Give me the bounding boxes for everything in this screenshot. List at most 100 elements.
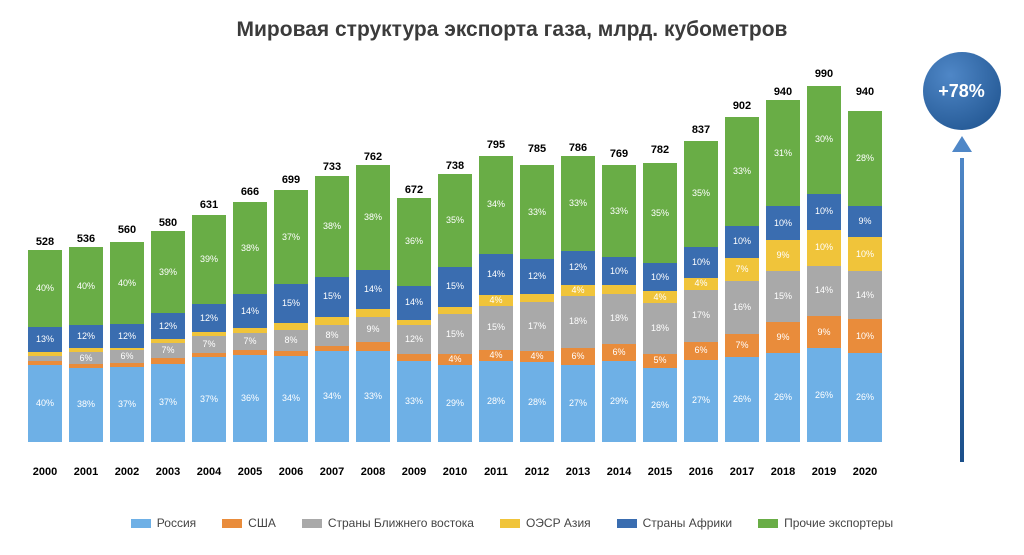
segment-Россия: 26%: [725, 357, 759, 442]
bar-stack: 28%4%17%12%33%: [520, 157, 554, 442]
segment-Прочие экспортеры: 36%: [397, 198, 431, 286]
segment-Страны Африки: 12%: [192, 304, 226, 332]
bar-total-label: 837: [692, 124, 710, 136]
bar-2012: 785 28%4%17%12%33%: [520, 143, 554, 442]
bar-stack: 26%9%15%9%10%31%: [766, 100, 800, 442]
bar-stack: 26%5%18%4%10%35%: [643, 158, 677, 442]
segment-ОЭСР Азия: 4%: [561, 285, 595, 296]
segment-Россия: 38%: [69, 368, 103, 442]
bar-stack: 27%6%18%4%12%33%: [561, 156, 595, 442]
segment-Россия: 29%: [602, 361, 636, 442]
segment-Прочие экспортеры: 33%: [520, 165, 554, 259]
segment-ОЭСР Азия: 7%: [725, 258, 759, 281]
bar-2000: 528 40%13%40%: [28, 236, 62, 442]
bar-2015: 782 26%5%18%4%10%35%: [643, 144, 677, 442]
segment-Россия: 27%: [684, 360, 718, 442]
segment-Страны Африки: 14%: [397, 286, 431, 320]
bar-stack: 33%9%14%38%: [356, 165, 390, 442]
segment-Прочие экспортеры: 37%: [274, 190, 308, 284]
bar-total-label: 990: [815, 68, 833, 80]
segment-Россия: 28%: [479, 361, 513, 442]
legend-label: США: [248, 516, 276, 530]
segment-Прочие экспортеры: 28%: [848, 111, 882, 207]
segment-Страны Африки: 12%: [110, 324, 144, 348]
segment-Россия: 26%: [807, 348, 841, 442]
segment-Страны Африки: 10%: [725, 226, 759, 259]
segment-Страны Ближнего востока: 16%: [725, 281, 759, 333]
segment-США: 6%: [602, 344, 636, 361]
legend-label: ОЭСР Азия: [526, 516, 591, 530]
bar-stack: 26%10%14%10%9%28%: [848, 100, 882, 442]
bar-2004: 63137%7%12%39%: [192, 199, 226, 442]
legend-swatch-icon: [131, 519, 151, 528]
segment-Прочие экспортеры: 39%: [151, 231, 185, 313]
segment-Страны Ближнего востока: 18%: [643, 303, 677, 354]
x-label: 2013: [561, 466, 595, 478]
segment-Страны Африки: 14%: [356, 270, 390, 309]
segment-США: 9%: [807, 316, 841, 348]
segment-Страны Ближнего востока: 17%: [520, 302, 554, 351]
bar-total-label: 940: [774, 86, 792, 98]
segment-ОЭСР Азия: 9%: [766, 240, 800, 271]
legend-label: Страны Африки: [643, 516, 732, 530]
segment-Прочие экспортеры: 40%: [110, 242, 144, 323]
x-label: 2001: [69, 466, 103, 478]
bar-2018: 940 26%9%15%9%10%31%: [766, 86, 800, 442]
bar-2014: 76929%6%18%10%33%: [602, 148, 636, 442]
bar-total-label: 528: [36, 236, 54, 248]
segment-Прочие экспортеры: 30%: [807, 86, 841, 194]
x-axis: 2000200120022003200420052006200720082009…: [20, 466, 1014, 478]
segment-Страны Ближнего востока: 15%: [438, 314, 472, 354]
growth-callout: +78%: [909, 62, 1014, 462]
legend-label: Страны Ближнего востока: [328, 516, 474, 530]
segment-ОЭСР Азия: [520, 294, 554, 303]
bar-stack: 40%13%40%: [28, 250, 62, 442]
segment-ОЭСР Азия: [315, 317, 349, 325]
segment-Страны Ближнего востока: 15%: [766, 271, 800, 322]
segment-Страны Африки: 10%: [807, 194, 841, 230]
x-label: 2009: [397, 466, 431, 478]
bar-stack: 37%7%12%39%: [151, 231, 185, 442]
segment-ОЭСР Азия: [274, 323, 308, 331]
segment-Страны Африки: 10%: [643, 263, 677, 291]
bar-total-label: 672: [405, 184, 423, 196]
segment-Страны Ближнего востока: 18%: [561, 296, 595, 347]
bar-stack: 26%7%16%7%10%33%: [725, 114, 759, 442]
segment-Россия: 33%: [397, 361, 431, 442]
x-label: 2007: [315, 466, 349, 478]
segment-Страны Африки: 15%: [315, 277, 349, 317]
bar-stack: 33% 12% 14%36%: [397, 198, 431, 442]
bar-2002: 56037%6%12%40%: [110, 224, 144, 442]
segment-Прочие экспортеры: 38%: [315, 176, 349, 277]
legend-swatch-icon: [617, 519, 637, 528]
bar-2020: 94026%10%14%10%9%28%: [848, 86, 882, 442]
segment-Страны Ближнего востока: 7%: [233, 333, 267, 350]
segment-Страны Ближнего востока: 12%: [397, 325, 431, 354]
bar-stack: 29%6%18%10%33%: [602, 162, 636, 442]
segment-Страны Ближнего востока: 8%: [315, 325, 349, 346]
segment-США: 4%: [479, 350, 513, 362]
segment-Страны Африки: 12%: [69, 325, 103, 348]
segment-Страны Африки: 10%: [766, 206, 800, 240]
x-label: 2003: [151, 466, 185, 478]
segment-Страны Африки: 14%: [233, 294, 267, 328]
legend-item: Страны Ближнего востока: [302, 516, 474, 530]
segment-Россия: 36%: [233, 355, 267, 442]
bar-total-label: 785: [528, 143, 546, 155]
segment-США: 7%: [725, 334, 759, 357]
bar-stack: 38%6%12%40%: [69, 247, 103, 442]
bar-total-label: 795: [487, 139, 505, 151]
bar-stack: 27%6%17%4%10%35%: [684, 138, 718, 442]
segment-Страны Ближнего востока: 7%: [192, 336, 226, 352]
bars-area: 52840%13%40%53638%6%12%40%56037%6%12%40%…: [20, 62, 909, 442]
x-label: 2016: [684, 466, 718, 478]
segment-США: 5%: [643, 354, 677, 368]
legend-item: Страны Африки: [617, 516, 732, 530]
bar-total-label: 782: [651, 144, 669, 156]
segment-Прочие экспортеры: 33%: [725, 117, 759, 225]
bar-2005: 66636%7%14%38%: [233, 186, 267, 442]
legend-label: Россия: [157, 516, 196, 530]
segment-Прочие экспортеры: 33%: [602, 165, 636, 257]
segment-ОЭСР Азия: [438, 307, 472, 315]
segment-Россия: 28%: [520, 362, 554, 442]
